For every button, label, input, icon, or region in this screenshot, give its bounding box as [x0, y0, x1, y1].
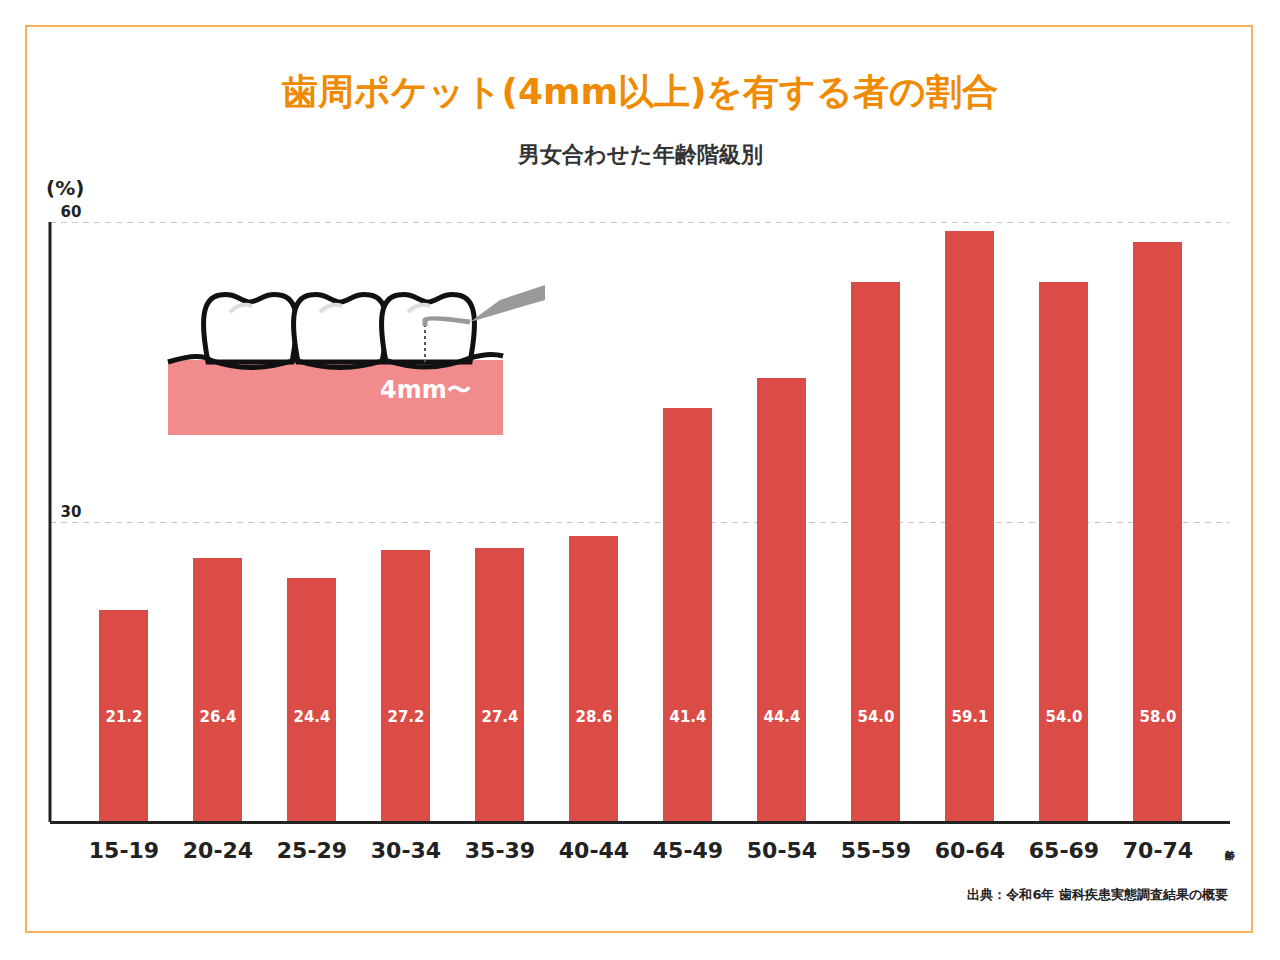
svg-text:65-69: 65-69 — [1029, 838, 1099, 863]
svg-text:41.4: 41.4 — [669, 708, 706, 726]
svg-text:55-59: 55-59 — [841, 838, 911, 863]
svg-text:28.6: 28.6 — [575, 708, 612, 726]
svg-text:26.4: 26.4 — [199, 708, 236, 726]
svg-text:40-44: 40-44 — [559, 838, 629, 863]
svg-text:54.0: 54.0 — [857, 708, 894, 726]
html-text:歯周ポケット(4mm以上)を有する者の割合: 歯周ポケット(4mm以上)を有する者の割合 — [281, 71, 999, 112]
svg-text:30-34: 30-34 — [371, 838, 441, 863]
svg-text:30: 30 — [61, 503, 82, 521]
svg-text:54.0: 54.0 — [1045, 708, 1082, 726]
html-text:出典：令和6年 歯科疾患実態調査結果の概要: 出典：令和6年 歯科疾患実態調査結果の概要 — [967, 887, 1228, 902]
svg-text:58.0: 58.0 — [1139, 708, 1176, 726]
svg-text:50-54: 50-54 — [747, 838, 817, 863]
svg-text:44.4: 44.4 — [763, 708, 800, 726]
svg-text:25-29: 25-29 — [277, 838, 347, 863]
svg-text:60-64: 60-64 — [935, 838, 1005, 863]
html-text:男女合わせた年齢階級別: 男女合わせた年齢階級別 — [517, 142, 763, 167]
svg-text:21.2: 21.2 — [105, 708, 142, 726]
svg-text:15-19: 15-19 — [89, 838, 159, 863]
svg-text:60: 60 — [61, 203, 82, 221]
svg-text:59.1: 59.1 — [951, 708, 988, 726]
svg-text:27.2: 27.2 — [387, 708, 424, 726]
svg-text:4mm〜: 4mm〜 — [380, 376, 471, 404]
svg-text:27.4: 27.4 — [481, 708, 518, 726]
svg-text:35-39: 35-39 — [465, 838, 535, 863]
svg-text:45-49: 45-49 — [653, 838, 723, 863]
svg-text:20-24: 20-24 — [183, 838, 253, 863]
svg-text:70-74: 70-74 — [1123, 838, 1193, 863]
svg-text:24.4: 24.4 — [293, 708, 330, 726]
